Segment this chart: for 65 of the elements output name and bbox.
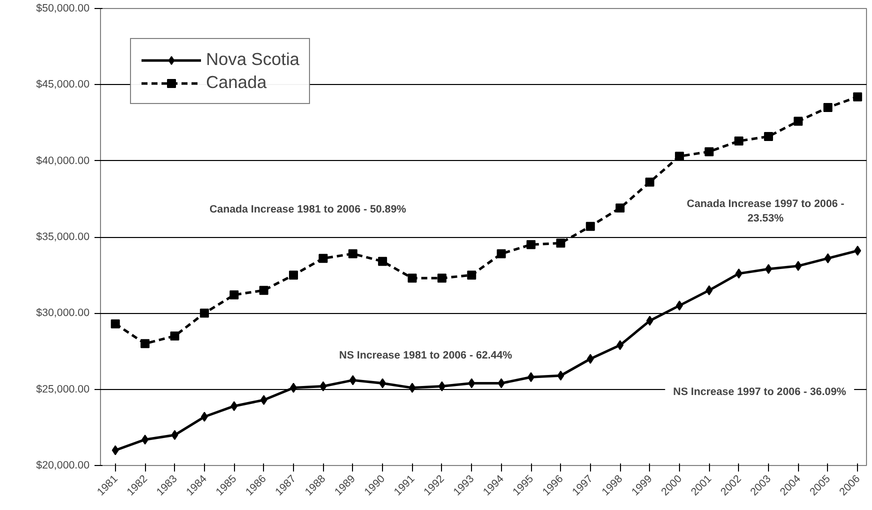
point [170,332,180,341]
point [112,445,119,456]
point [171,430,178,440]
point [290,382,297,393]
point [586,354,594,364]
point [260,394,268,405]
point [704,147,714,156]
point [764,132,774,141]
annotation: NS Increase 1981 to 2006 - 62.44% [339,350,513,362]
point [378,256,388,266]
point [674,152,684,161]
point [706,285,713,296]
point [318,254,328,263]
point [200,308,209,318]
point [320,381,327,392]
point [616,204,625,213]
point [467,270,476,280]
point [765,264,772,274]
point [586,222,595,231]
legend-label: Nova Scotia [206,49,300,70]
point [556,238,566,248]
point [853,92,862,102]
point [646,316,654,326]
point [437,274,446,283]
legend-label: Canada [206,72,267,93]
y-tick-label: $40,000.00 [36,154,90,167]
y-tick-label: $30,000.00 [36,307,90,320]
point [230,290,239,300]
point [498,378,505,388]
y-tick-label: $35,000.00 [36,231,90,243]
point [408,382,416,393]
point [468,378,476,388]
point [645,178,654,187]
point [200,412,208,422]
point [528,372,535,382]
point [496,249,506,258]
point [616,340,624,350]
y-tick-label: $45,000.00 [36,78,90,91]
point [735,268,742,279]
point [230,401,238,412]
point [794,260,802,271]
point [408,274,417,283]
point [379,378,386,388]
y-tick-label: $25,000.00 [36,383,90,396]
annotation: Canada Increase 1981 to 2006 - 50.89% [209,203,407,216]
point [854,246,862,256]
annotation: NS Increase 1997 to 2006 - 36.09% [673,386,847,398]
point [526,240,536,250]
point [438,381,446,392]
point [142,434,149,445]
point [348,249,358,258]
point [557,370,564,381]
y-tick-label: $20,000.00 [36,460,90,472]
y-tick-label: $50,000.00 [36,2,90,14]
point [288,270,298,280]
point [110,319,120,328]
point [824,253,832,264]
point [259,286,268,295]
point [349,375,356,386]
point [140,339,150,348]
point [794,116,803,126]
point [676,300,683,311]
point [823,103,832,112]
point [734,136,744,146]
annotation: Canada Increase 1997 to 2006 - 23.53% [686,198,845,224]
